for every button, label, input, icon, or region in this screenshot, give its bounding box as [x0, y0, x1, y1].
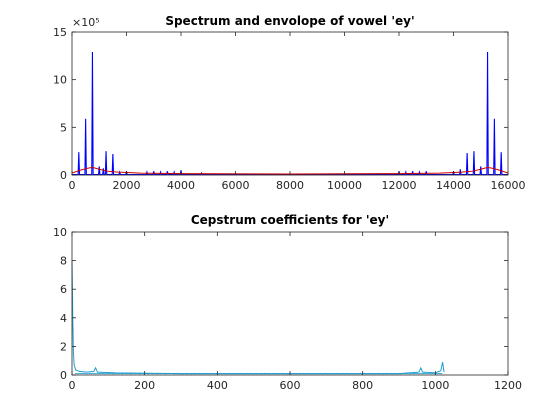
spectrum-x-tick-label: 14000: [436, 179, 471, 192]
cepstrum-x-tick-label: 400: [207, 379, 228, 392]
cepstrum-x-tick-label: 200: [134, 379, 155, 392]
spectrum-x-tick-label: 16000: [491, 179, 526, 192]
spectrum-y-tick-label: 5: [60, 121, 67, 134]
spectrum-ticks: 0 2000 4000 6000 8000 10000 12000 14000 16000 0 5 1…: [53, 26, 526, 192]
spectrum-x-tick-label: 4000: [167, 179, 195, 192]
cepstrum-y-tick-label: 4: [60, 312, 67, 325]
cepstrum-ticks: 0 200 400 600 800 1000 1200 0 2 4 6 8 10: [53, 226, 522, 392]
spectrum-x-tick-label: 8000: [276, 179, 304, 192]
spectrum-x-tick-label: 0: [69, 179, 76, 192]
spectrum-y-tick-label: 15: [53, 26, 67, 39]
spectrum-x-tick-label: 12000: [382, 179, 417, 192]
spectrum-plot: Spectrum and envolope of vowel 'ey' ×10⁵…: [53, 14, 526, 192]
cepstrum-y-tick-label: 0: [60, 369, 67, 382]
spectrum-x-tick-label: 2000: [113, 179, 141, 192]
cepstrum-plot: Cepstrum coefficients for 'ey' 0 200 400 60…: [53, 213, 522, 392]
spectrum-x-tick-label: 6000: [222, 179, 250, 192]
cepstrum-marks: [71, 260, 445, 375]
cepstrum-y-tick-label: 2: [60, 340, 67, 353]
cepstrum-x-tick-label: 0: [69, 379, 76, 392]
spectrum-y-exponent: ×10⁵: [72, 16, 100, 29]
cepstrum-y-tick-label: 10: [53, 226, 67, 239]
spectrum-y-tick-label: 10: [53, 74, 67, 87]
spectrum-x-tick-label: 10000: [327, 179, 362, 192]
cepstrum-series-line: [71, 260, 445, 375]
cepstrum-y-tick-label: 8: [60, 255, 67, 268]
cepstrum-x-tick-label: 1200: [494, 379, 522, 392]
spectrum-title: Spectrum and envolope of vowel 'ey': [165, 14, 414, 28]
cepstrum-x-tick-label: 1000: [421, 379, 449, 392]
cepstrum-x-tick-label: 800: [352, 379, 373, 392]
spectrum-series-line: [72, 52, 508, 176]
spectrum-y-tick-label: 0: [60, 169, 67, 182]
cepstrum-title: Cepstrum coefficients for 'ey': [191, 213, 389, 227]
cepstrum-y-tick-label: 6: [60, 283, 67, 296]
cepstrum-x-tick-label: 600: [280, 379, 301, 392]
